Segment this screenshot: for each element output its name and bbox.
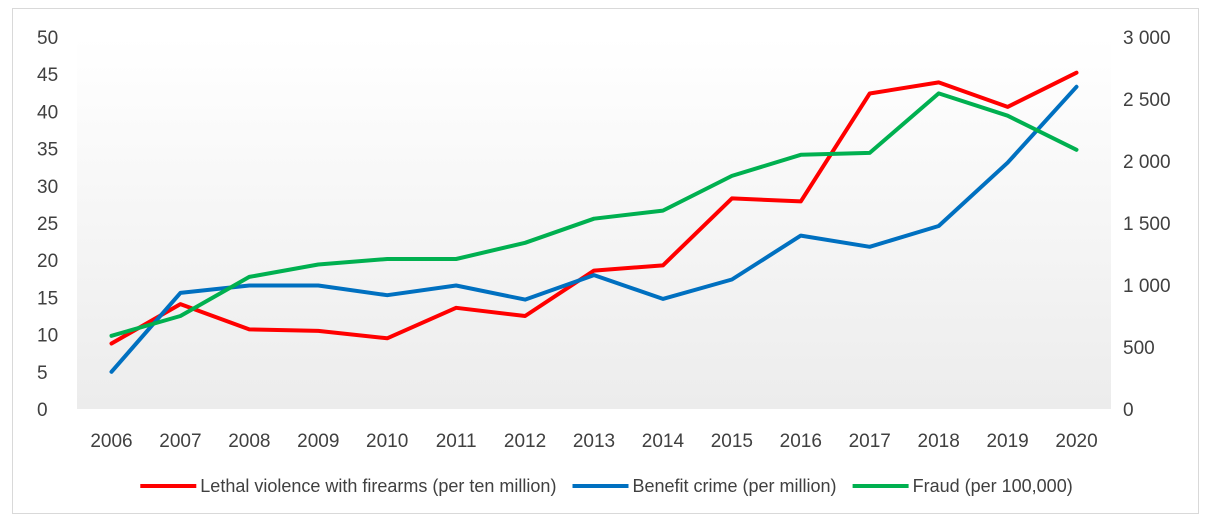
data-point [247,283,251,287]
x-axis-tick-label: 2016 [780,431,822,452]
series-line-3 [109,91,1079,338]
right-axis-tick-label: 1 000 [1123,276,1171,297]
right-axis-ticks: 0 500 1 000 1 500 2 000 2 500 3 000 [1123,28,1171,421]
data-point [799,153,803,157]
data-point [523,241,527,245]
data-point [592,217,596,221]
data-point [1006,161,1010,165]
left-axis-tick-label: 40 [37,102,58,123]
legend-item: Lethal violence with firearms (per ten m… [140,476,556,496]
data-point [109,370,113,374]
data-point [1075,85,1079,89]
data-point [385,293,389,297]
legend-item: Fraud (per 100,000) [852,476,1073,496]
x-axis-ticks: 2006 2007 2008 2009 2010 2011 2012 2013 2014 2015… [90,431,1097,452]
data-point [730,196,734,200]
data-point [316,283,320,287]
left-axis-ticks: 0 5 10 15 20 25 30 35 40 45 50 [37,28,58,421]
x-axis-tick-label: 2018 [918,431,960,452]
data-point [385,336,389,340]
data-point [730,174,734,178]
x-axis-tick-label: 2019 [986,431,1028,452]
x-axis-tick-label: 2009 [297,431,339,452]
right-axis-tick-label: 1 500 [1123,214,1171,235]
data-point [1075,148,1079,152]
data-point [661,263,665,267]
data-point [937,224,941,228]
right-axis-tick-label: 500 [1123,338,1155,359]
x-axis-tick-label: 2013 [573,431,615,452]
data-point [454,257,458,261]
plot-area-background [77,37,1111,409]
legend-label: Lethal violence with firearms (per ten m… [200,476,556,496]
data-point [799,199,803,203]
data-point [730,278,734,282]
x-axis-tick-label: 2020 [1055,431,1097,452]
right-axis-tick-label: 0 [1123,400,1134,421]
data-point [523,298,527,302]
data-point [868,151,872,155]
legend-item: Benefit crime (per million) [572,476,837,496]
left-axis-tick-label: 10 [37,326,58,347]
left-axis-tick-label: 30 [37,177,58,198]
left-axis-tick-label: 0 [37,400,48,421]
data-point [799,234,803,238]
legend-label: Fraud (per 100,000) [913,476,1073,496]
data-point [178,291,182,295]
chart-frame: 0 5 10 15 20 25 30 35 40 45 50 0 500 1 000 1 500 2 000… [12,8,1199,514]
data-point [109,334,113,338]
data-point [1006,105,1010,109]
x-axis-tick-label: 2010 [366,431,408,452]
data-point [592,273,596,277]
data-point [454,306,458,310]
x-axis-tick-label: 2015 [711,431,753,452]
x-axis-tick-label: 2012 [504,431,546,452]
data-point [661,297,665,301]
data-point [178,314,182,318]
legend: Lethal violence with firearms (per ten m… [140,476,1073,496]
data-point [316,329,320,333]
data-point [868,92,872,96]
data-point [316,263,320,267]
left-axis-tick-label: 20 [37,251,58,272]
line-chart: 0 5 10 15 20 25 30 35 40 45 50 0 500 1 000 1 500 2 000… [37,28,1171,496]
data-point [592,269,596,273]
data-point [523,314,527,318]
data-point [1075,71,1079,75]
legend-label: Benefit crime (per million) [633,476,837,496]
left-axis-tick-label: 50 [37,28,58,49]
data-point [1006,114,1010,118]
left-axis-tick-label: 5 [37,363,48,384]
data-point [937,80,941,84]
x-axis-tick-label: 2006 [90,431,132,452]
data-point [109,342,113,346]
data-point [454,283,458,287]
x-axis-tick-label: 2007 [159,431,201,452]
x-axis-tick-label: 2017 [849,431,891,452]
left-axis-tick-label: 15 [37,288,58,309]
data-point [178,302,182,306]
data-point [937,91,941,95]
data-point [385,257,389,261]
left-axis-tick-label: 25 [37,214,58,235]
left-axis-tick-label: 35 [37,140,58,161]
right-axis-tick-label: 2 500 [1123,90,1171,111]
data-point [868,245,872,249]
data-point [247,327,251,331]
x-axis-tick-label: 2011 [436,431,477,452]
series-line-2 [109,84,1079,374]
left-axis-tick-label: 45 [37,65,58,86]
right-axis-tick-label: 2 000 [1123,152,1171,173]
series-line-1 [109,70,1079,346]
x-axis-tick-label: 2014 [642,431,685,452]
data-point [661,209,665,213]
x-axis-tick-label: 2008 [228,431,270,452]
series-lines [109,70,1079,374]
data-point [247,275,251,279]
right-axis-tick-label: 3 000 [1123,28,1171,49]
